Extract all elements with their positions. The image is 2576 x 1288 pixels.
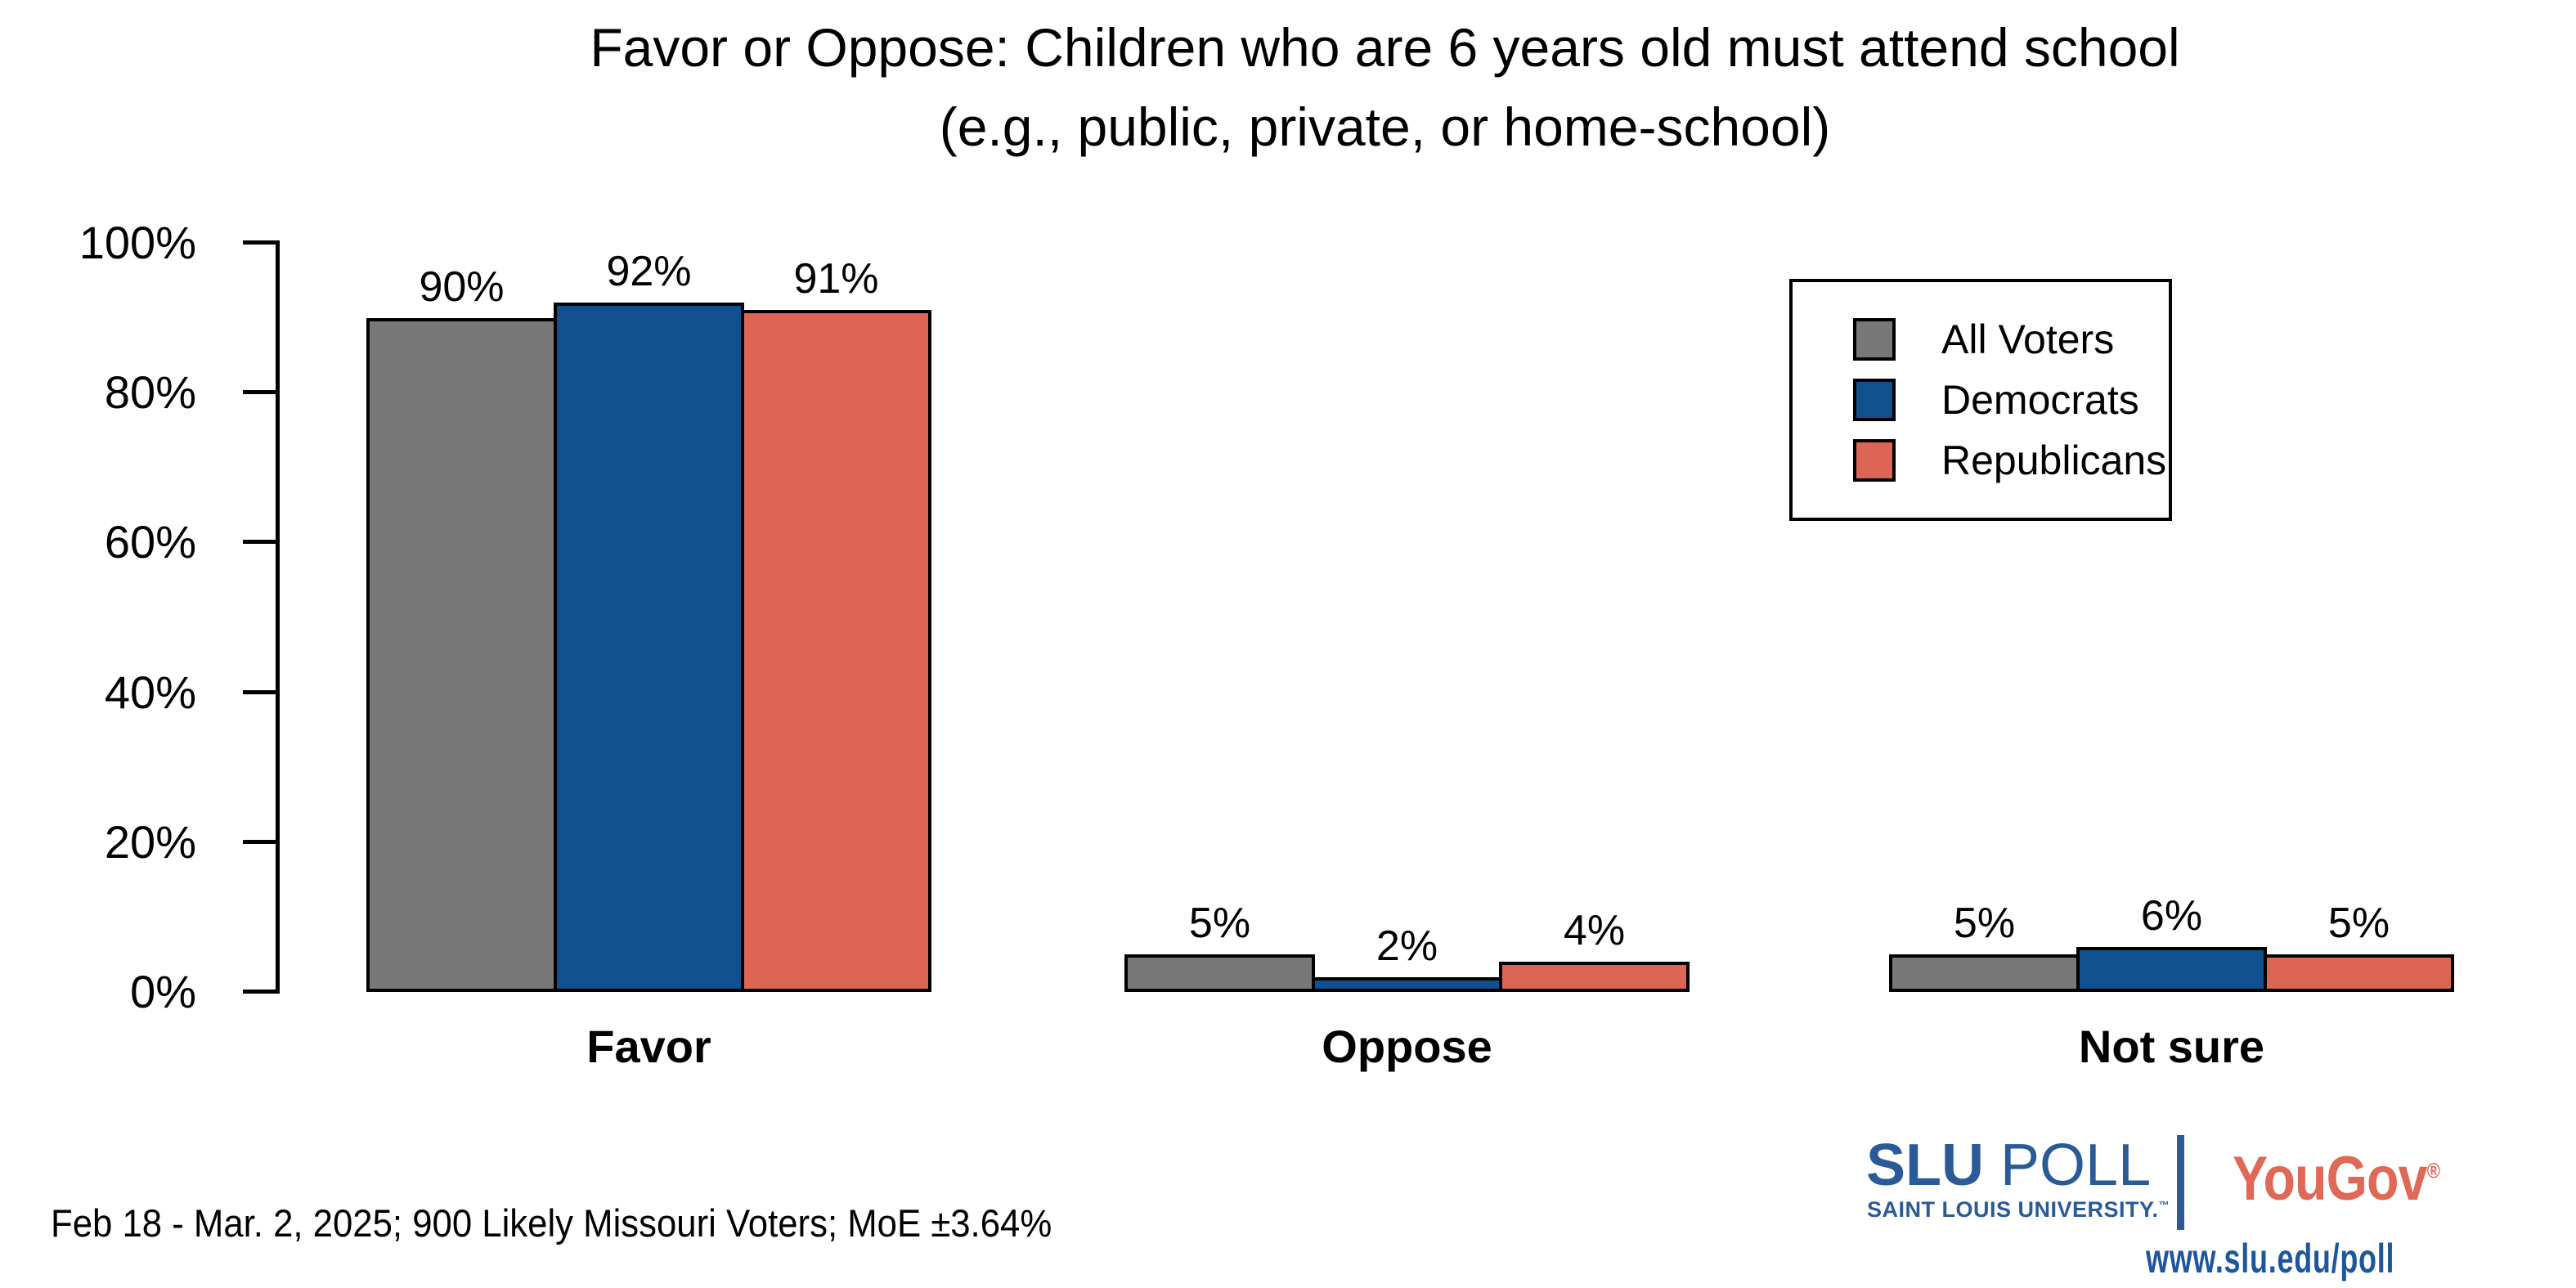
legend-swatch-democrats	[1853, 379, 1896, 421]
slu-poll-logo-slu: SLU	[1866, 1133, 1984, 1198]
legend-label-democrats: Democrats	[1941, 377, 2139, 423]
bar-group-oppose: 5% 2% 4% Oppose	[1124, 243, 1690, 1072]
survey-methodology-caption: Feb 18 - Mar. 2, 2025; 900 Likely Missou…	[51, 1201, 1052, 1245]
bar-value-republicans-oppose: 4%	[1563, 907, 1626, 955]
bar-value-republicans-not-sure: 5%	[2327, 900, 2390, 948]
bar-value-republicans-favor: 91%	[793, 255, 879, 303]
bar-all-voters-not-sure: 5%	[1889, 900, 2080, 992]
bar-cluster-oppose: 5% 2% 4%	[1124, 243, 1690, 992]
y-axis-tick-20	[243, 839, 280, 844]
bar-republicans-favor: 91%	[741, 255, 931, 992]
bar-value-democrats-favor: 92%	[606, 248, 692, 296]
yougov-registered-symbol: ®	[2426, 1158, 2440, 1183]
chart-title-line2: (e.g., public, private, or home-school)	[939, 96, 1831, 157]
yougov-text: YouGov	[2233, 1144, 2428, 1214]
chart-title-line1: Favor or Oppose: Children who are 6 year…	[590, 17, 2180, 78]
y-axis-tick-label-100: 100%	[79, 217, 196, 268]
bar-democrats-oppose: 2%	[1312, 922, 1502, 992]
bar-value-all-voters-not-sure: 5%	[1953, 900, 2016, 948]
bar-value-democrats-not-sure: 6%	[2140, 892, 2203, 940]
y-axis-tick-80	[243, 390, 280, 395]
y-axis-tick-60	[243, 540, 280, 545]
bar-all-voters-favor: 90%	[366, 263, 557, 992]
legend-item-democrats: Democrats	[1853, 379, 2169, 421]
legend-item-republicans: Republicans	[1853, 439, 2169, 482]
y-axis-tick-label-0: 0%	[130, 966, 196, 1017]
bar-value-democrats-oppose: 2%	[1376, 922, 1438, 970]
y-axis-tick-label-20: 20%	[104, 815, 196, 868]
bar-value-all-voters-favor: 90%	[419, 263, 505, 311]
bar-republicans-not-sure: 5%	[2264, 900, 2454, 992]
bar-cluster-favor: 90% 92% 91%	[366, 243, 931, 992]
bar-group-not-sure: 5% 6% 5% Not sure	[1889, 243, 2454, 1072]
bar-republicans-oppose: 4%	[1499, 907, 1690, 992]
slu-trademark-symbol: ™	[2158, 1199, 2170, 1211]
category-label-not-sure: Not sure	[2078, 1021, 2265, 1072]
y-axis-tick-40	[243, 689, 280, 694]
slu-university-text: SAINT LOUIS UNIVERSITY.	[1867, 1197, 2159, 1222]
category-label-favor: Favor	[586, 1021, 711, 1072]
y-axis-tick-label-60: 60%	[104, 516, 196, 568]
y-axis-tick-label-40: 40%	[104, 666, 196, 718]
legend-label-republicans: Republicans	[1941, 438, 2167, 483]
bar-group-favor: 90% 92% 91% Favor	[366, 243, 931, 1072]
legend-label-all-voters: All Voters	[1941, 316, 2115, 362]
yougov-logo: YouGov®	[2233, 1143, 2440, 1214]
bar-all-voters-oppose: 5%	[1124, 900, 1315, 992]
legend: All Voters Democrats Republicans	[1789, 279, 2172, 521]
bar-democrats-favor: 92%	[554, 248, 744, 992]
legend-swatch-all-voters	[1853, 318, 1896, 361]
bar-democrats-not-sure: 6%	[2076, 892, 2267, 992]
slu-poll-logo: SLU POLL	[1866, 1135, 2151, 1196]
slu-poll-logo-poll: POLL	[2000, 1133, 2152, 1198]
y-axis-tick-0	[243, 990, 280, 994]
y-axis-tick-100	[243, 240, 280, 245]
slu-poll-url: www.slu.edu/poll	[2146, 1236, 2395, 1281]
logo-divider	[2177, 1135, 2184, 1230]
slu-university-wordmark: SAINT LOUIS UNIVERSITY.™	[1867, 1197, 2170, 1223]
legend-item-all-voters: All Voters	[1853, 318, 2169, 361]
chart-title: Favor or Oppose: Children who are 6 year…	[276, 8, 2494, 167]
y-axis-tick-label-80: 80%	[104, 366, 196, 419]
plot-area: 0% 20% 40% 60% 80% 100% 90% 92% 91% Favor 5% 2% 4% Op…	[79, 220, 2498, 1072]
legend-swatch-republicans	[1853, 439, 1896, 482]
bar-value-all-voters-oppose: 5%	[1188, 900, 1251, 948]
bar-cluster-not-sure: 5% 6% 5%	[1889, 243, 2454, 992]
category-label-oppose: Oppose	[1322, 1021, 1492, 1072]
